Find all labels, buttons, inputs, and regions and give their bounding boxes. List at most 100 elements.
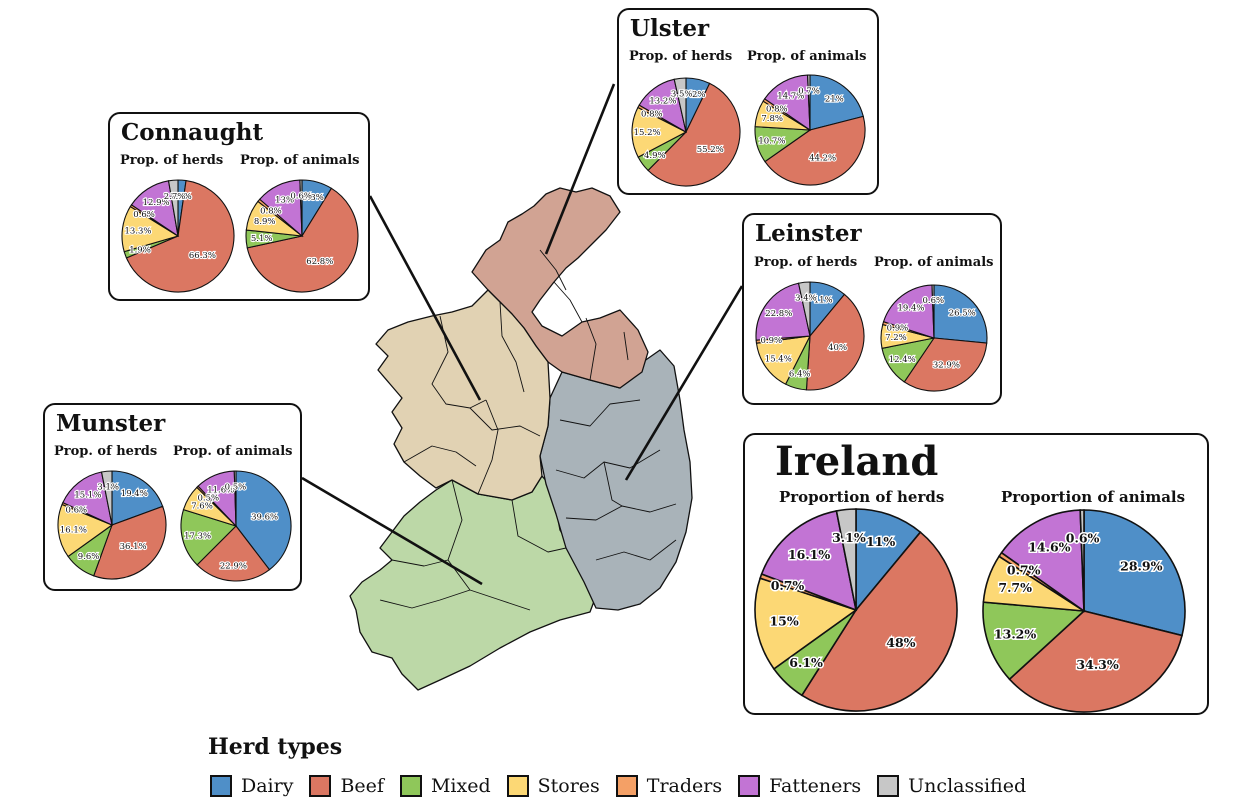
- pie-slice-unclassified: [931, 284, 935, 339]
- pie-label-traders: 0.7%: [771, 578, 805, 593]
- pie-label-fatteners: 19.4%: [897, 304, 924, 314]
- pie-slice-fatteners: [763, 74, 811, 132]
- pie-slice-fatteners: [62, 471, 113, 526]
- panel-title-munster: Munster: [56, 410, 166, 437]
- pie-label-dairy: 8.8%: [302, 193, 324, 203]
- leader-line-munster: [301, 476, 483, 586]
- pie-label-unclassified: 0.5%: [225, 482, 247, 492]
- pie-slice-unclassified: [807, 74, 811, 131]
- panel-title-ulster: Ulster: [630, 15, 710, 42]
- pie-3: 2.3% 66.3% 1.9% 13.3% 0.6% 12.9%2.7%: [121, 179, 235, 293]
- pie-label-fatteners: 14.6%: [1028, 539, 1070, 554]
- pie-label-stores: 8.9%: [254, 217, 276, 227]
- pie-slice-fatteners: [755, 282, 811, 341]
- pie-label-unclassified: 3.1%: [97, 482, 119, 492]
- pie-label-dairy: 2.3%: [170, 192, 192, 202]
- pie-label-fatteners: 15.1%: [74, 491, 101, 501]
- pie-label-traders: 0.8%: [766, 104, 788, 114]
- pie-slice-beef: [246, 187, 359, 293]
- legend-swatch-stores: [506, 775, 529, 797]
- pie-label-dairy: 28.9%: [1120, 559, 1162, 574]
- pie-label-unclassified: 0.6%: [290, 192, 312, 202]
- province-connaught: [375, 289, 551, 501]
- pie-slice-beef: [1008, 610, 1183, 713]
- subtitle-herds-munster: Prop. of herds: [54, 444, 158, 459]
- pie-label-unclassified: 3.5%: [671, 89, 693, 99]
- pie-slice-stores: [57, 503, 114, 558]
- legend-item-mixed: Mixed: [399, 775, 491, 797]
- pie-label-dairy: 19.4%: [121, 489, 148, 499]
- pie-label-dairy: 7.2%: [684, 90, 706, 100]
- pie-slice-beef: [647, 82, 741, 187]
- pie-slice-fatteners: [882, 284, 935, 339]
- legend-item-traders: Traders: [615, 775, 723, 797]
- pie-label-beef: 36.1%: [120, 542, 147, 552]
- pie-label-mixed: 6.1%: [789, 655, 823, 670]
- panel-title-connaught: Connaught: [121, 119, 264, 146]
- pie-label-fatteners: 16.1%: [788, 547, 830, 562]
- legend-item-beef: Beef: [309, 775, 384, 797]
- pie-6: 26.5% 32.9% 12.4% 7.2%0.9% 19.4%0.6%: [880, 284, 988, 392]
- pie-label-beef: 40%: [828, 343, 847, 353]
- pie-8: 39.6%22.9%17.3%7.6%0.5%11.6%0.5%: [180, 470, 292, 582]
- legend-swatch-traders: [615, 775, 638, 797]
- pie-label-unclassified: 3.4%: [795, 293, 817, 303]
- pie-slice-stores: [631, 106, 688, 158]
- pie-slice-unclassified: [797, 281, 811, 337]
- pie-label-stores: 7.2%: [885, 333, 907, 343]
- pie-label-fatteners: 14.7%: [777, 91, 804, 101]
- county-boundaries: [379, 249, 677, 611]
- pie-slice-unclassified: [835, 508, 857, 611]
- pie-1: 7.2% 55.2% 4.9% 15.2% 0.8% 13.2%3.5%: [631, 77, 741, 187]
- pie-slice-unclassified: [100, 470, 113, 526]
- pie-10: 28.9% 34.3% 13.2% 7.7% 0.7% 14.6%0.6%: [982, 509, 1186, 713]
- pie-label-stores: 15%: [769, 613, 798, 628]
- pie-label-mixed: 6.4%: [789, 370, 811, 380]
- pie-5: 11% 40% 6.4% 15.4% 0.9% 22.8%3.4%: [755, 281, 865, 391]
- legend-label-stores: Stores: [537, 775, 600, 797]
- pie-label-unclassified: 2.7%: [164, 192, 186, 202]
- pie-label-beef: 62.8%: [306, 257, 333, 267]
- legend: Dairy Beef Mixed Stores Traders Fattener…: [210, 772, 1042, 800]
- pie-label-fatteners: 22.8%: [765, 309, 792, 319]
- pie-label-unclassified: 3.1%: [832, 530, 866, 545]
- legend-swatch-dairy: [210, 775, 232, 797]
- pie-slice-beef: [93, 505, 167, 580]
- pie-slice-unclassified: [167, 179, 179, 237]
- subtitle-herds-connaught: Prop. of herds: [120, 153, 224, 168]
- subtitle-animals-munster: Prop. of animals: [173, 444, 293, 459]
- legend-item-dairy: Dairy: [210, 775, 293, 797]
- subtitle-herds-leinster: Prop. of herds: [754, 255, 858, 270]
- legend-title: Herd types: [208, 734, 343, 760]
- pie-label-dairy: 39.6%: [251, 512, 278, 522]
- pie-slice-unclassified: [299, 179, 303, 237]
- subtitle-animals-ireland: Proportion of animals: [1001, 488, 1186, 506]
- subtitle-herds-ireland: Proportion of herds: [779, 488, 945, 506]
- pie-label-traders: 0.6%: [65, 506, 87, 516]
- legend-swatch-unclassified: [877, 775, 900, 797]
- leader-lines: [301, 83, 744, 586]
- leader-line-connaught: [368, 195, 482, 401]
- legend-item-fatteners: Fatteners: [738, 775, 861, 797]
- pie-label-dairy: 11%: [814, 295, 833, 305]
- panel-title-leinster: Leinster: [755, 220, 862, 247]
- pie-slice-unclassified: [673, 77, 687, 133]
- pie-label-beef: 48%: [886, 635, 915, 650]
- legend-label-fatteners: Fatteners: [769, 775, 862, 797]
- pie-label-stores: 15.4%: [765, 355, 792, 365]
- pie-4: 8.8% 62.8% 5.1% 8.9%0.8%13%0.6%: [245, 179, 359, 293]
- pie-slice-stores: [755, 335, 811, 385]
- pie-label-stores: 15.2%: [634, 128, 661, 138]
- legend-label-beef: Beef: [340, 775, 384, 797]
- pie-label-traders: 0.7%: [1007, 563, 1041, 578]
- pie-label-stores: 7.8%: [761, 114, 783, 124]
- pie-label-traders: 0.8%: [641, 110, 663, 120]
- legend-swatch-mixed: [399, 775, 422, 797]
- legend-label-traders: Traders: [646, 775, 723, 797]
- legend-label-dairy: Dairy: [241, 775, 294, 797]
- legend-label-unclassified: Unclassified: [908, 775, 1027, 797]
- pie-label-mixed: 4.9%: [644, 151, 666, 161]
- pie-slice-stores: [754, 577, 858, 670]
